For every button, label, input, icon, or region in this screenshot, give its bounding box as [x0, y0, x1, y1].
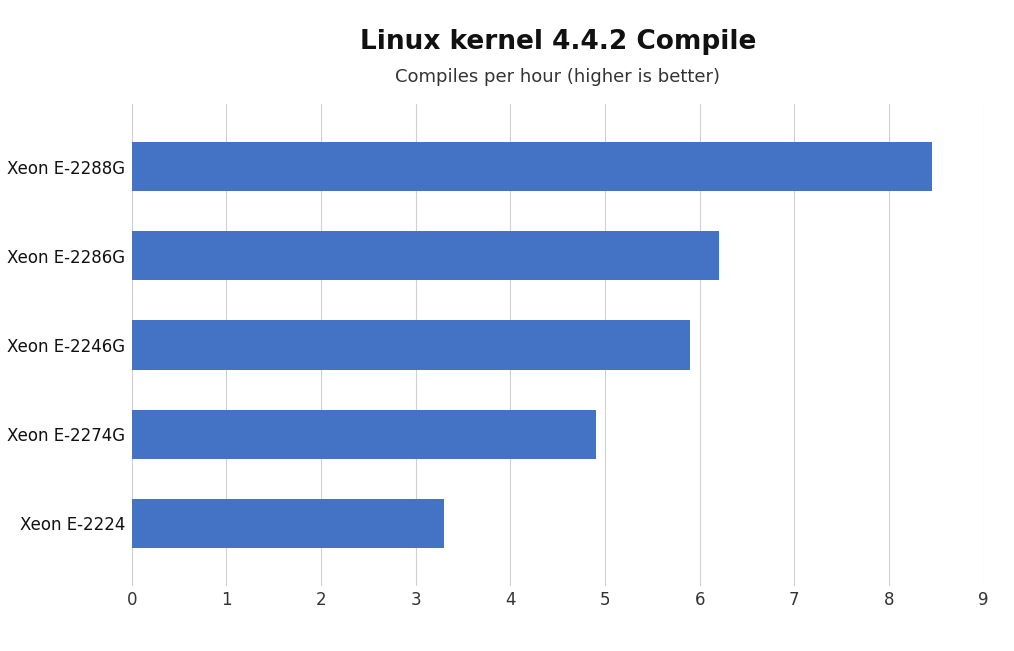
Bar [132, 231, 719, 281]
Text: Compiles per hour (higher is better): Compiles per hour (higher is better) [395, 68, 720, 87]
Bar [132, 320, 691, 370]
Bar [132, 409, 595, 459]
Bar [132, 142, 932, 191]
Bar [132, 499, 444, 548]
Text: Linux kernel 4.4.2 Compile: Linux kernel 4.4.2 Compile [360, 29, 755, 55]
